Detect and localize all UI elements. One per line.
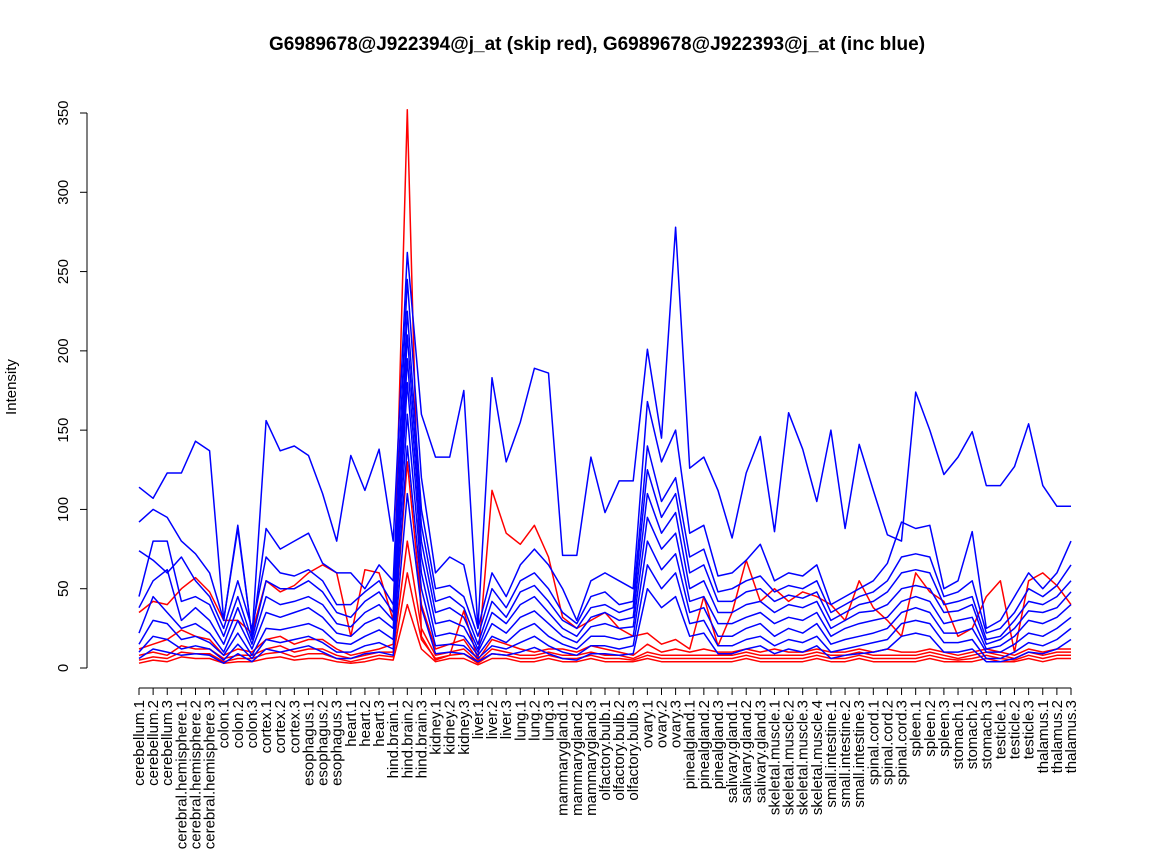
x-tick-label: ovary.1 — [639, 700, 656, 748]
x-tick-label: thalamus.3 — [1063, 700, 1080, 773]
x-tick-label: stomach.3 — [978, 700, 995, 769]
y-tick-label: 150 — [55, 418, 72, 443]
x-tick-label: stomach.2 — [964, 700, 981, 769]
x-tick-label: liver.1 — [470, 700, 487, 739]
series-layer — [138, 109, 1072, 666]
x-tick-label: hind.brain.1 — [385, 700, 402, 778]
x-tick-label: salivary.gland.3 — [752, 700, 769, 803]
x-tick-label: cortex.2 — [272, 700, 289, 753]
x-tick-label: lung.1 — [512, 700, 529, 741]
inc-series-line-12 — [138, 445, 1072, 661]
inc-series-line-5 — [138, 226, 1071, 638]
x-tick-label: cortex.3 — [286, 700, 303, 753]
y-tick-label: 50 — [55, 580, 72, 597]
x-tick-label: spinal.cord.2 — [879, 700, 896, 785]
x-tick-label: colon.1 — [216, 700, 233, 748]
y-tick-label: 300 — [55, 180, 72, 205]
x-tick-label: thalamus.2 — [1049, 700, 1066, 773]
x-tick-label: liver.2 — [484, 700, 501, 739]
chart-title: G6989678@J922394@j_at (skip red), G69896… — [269, 34, 925, 55]
y-tick-label: 100 — [55, 497, 72, 522]
inc-series-line-8 — [138, 334, 1072, 645]
x-tick-label: cortex.1 — [258, 700, 275, 753]
x-tick-label: spinal.cord.1 — [865, 700, 882, 785]
x-tick-label: olfactory.bulb.3 — [625, 700, 642, 801]
x-tick-label: cerebellum.3 — [159, 700, 176, 786]
x-tick-label: mammarygland.1 — [555, 700, 572, 816]
x-tick-label: hind.brain.2 — [399, 700, 416, 778]
x-tick-label: cerebral.hemisphere.2 — [187, 700, 204, 849]
x-tick-label: spleen.1 — [908, 700, 925, 757]
x-tick-label: colon.3 — [244, 700, 261, 748]
y-axis-label: Intensity — [3, 359, 20, 415]
skip-series-line-4 — [138, 603, 1071, 666]
skip-series-line-1 — [138, 461, 1071, 661]
inc-series-line-11 — [138, 413, 1072, 657]
x-tick-label: spinal.cord.3 — [894, 700, 911, 785]
x-tick-label: testicle.1 — [992, 700, 1009, 759]
x-tick-label: lung.3 — [541, 700, 558, 741]
x-tick-label: stomach.1 — [950, 700, 967, 769]
x-tick-label: ovary.2 — [653, 700, 670, 748]
x-tick-label: cerebellum.1 — [131, 700, 148, 786]
x-tick-label: testicle.2 — [1007, 700, 1024, 759]
x-tick-label: heart.1 — [343, 700, 360, 747]
y-tick-label: 0 — [55, 664, 72, 672]
x-tick-label: kidney.2 — [442, 700, 459, 755]
x-tick-label: pinealgland.1 — [682, 700, 699, 789]
inc-series-line-7 — [138, 310, 1072, 638]
x-tick-label: small.intestine.1 — [823, 700, 840, 808]
skip-series-line-2 — [138, 540, 1071, 663]
x-tick-label: thalamus.1 — [1035, 700, 1052, 773]
x-tick-label: cerebral.hemisphere.3 — [202, 700, 219, 849]
x-tick-label: skeletal.muscle.3 — [795, 700, 812, 815]
inc-series-line-13 — [138, 492, 1072, 664]
y-axis: 0 50 100 150 200 250 300 350 — [55, 100, 88, 672]
x-tick-label: mammarygland.3 — [583, 700, 600, 816]
x-tick-label: skeletal.muscle.1 — [766, 700, 783, 815]
x-tick-label: kidney.3 — [456, 700, 473, 755]
x-tick-label: cerebellum.2 — [145, 700, 162, 786]
x-tick-label: esophagus.1 — [300, 700, 317, 786]
x-tick-label: ovary.3 — [668, 700, 685, 748]
x-tick-label: mammarygland.2 — [569, 700, 586, 816]
x-tick-label: small.intestine.3 — [851, 700, 868, 808]
x-tick-label: esophagus.2 — [315, 700, 332, 786]
x-tick-label: pinealgland.3 — [710, 700, 727, 789]
y-tick-label: 250 — [55, 259, 72, 284]
x-tick-label: pinealgland.2 — [696, 700, 713, 789]
x-tick-label: kidney.1 — [428, 700, 445, 755]
y-tick-label: 200 — [55, 338, 72, 363]
inc-series-line-10 — [138, 381, 1072, 653]
x-tick-label: skeletal.muscle.4 — [809, 700, 826, 815]
x-tick-label: hind.brain.3 — [413, 700, 430, 778]
x-tick-label: heart.3 — [371, 700, 388, 747]
x-axis: cerebellum.1cerebellum.2cerebellum.3cere… — [131, 687, 1080, 849]
x-tick-label: salivary.gland.1 — [724, 700, 741, 803]
skip-series-line-3 — [138, 572, 1071, 664]
x-tick-label: olfactory.bulb.2 — [611, 700, 628, 801]
inc-series-line-9 — [138, 358, 1072, 650]
x-tick-label: salivary.gland.2 — [738, 700, 755, 803]
x-tick-label: skeletal.muscle.2 — [781, 700, 798, 815]
x-tick-label: small.intestine.2 — [837, 700, 854, 808]
x-tick-label: cerebral.hemisphere.1 — [173, 700, 190, 849]
x-tick-label: testicle.3 — [1021, 700, 1038, 759]
x-tick-label: liver.3 — [498, 700, 515, 739]
x-tick-label: spleen.3 — [936, 700, 953, 757]
x-tick-label: heart.2 — [357, 700, 374, 747]
x-tick-label: esophagus.3 — [329, 700, 346, 786]
x-tick-label: colon.2 — [230, 700, 247, 748]
x-tick-label: lung.2 — [526, 700, 543, 741]
x-tick-label: spleen.2 — [922, 700, 939, 757]
y-tick-label: 350 — [55, 100, 72, 125]
x-tick-label: olfactory.bulb.1 — [597, 700, 614, 801]
inc-series-line-6 — [138, 278, 1072, 638]
